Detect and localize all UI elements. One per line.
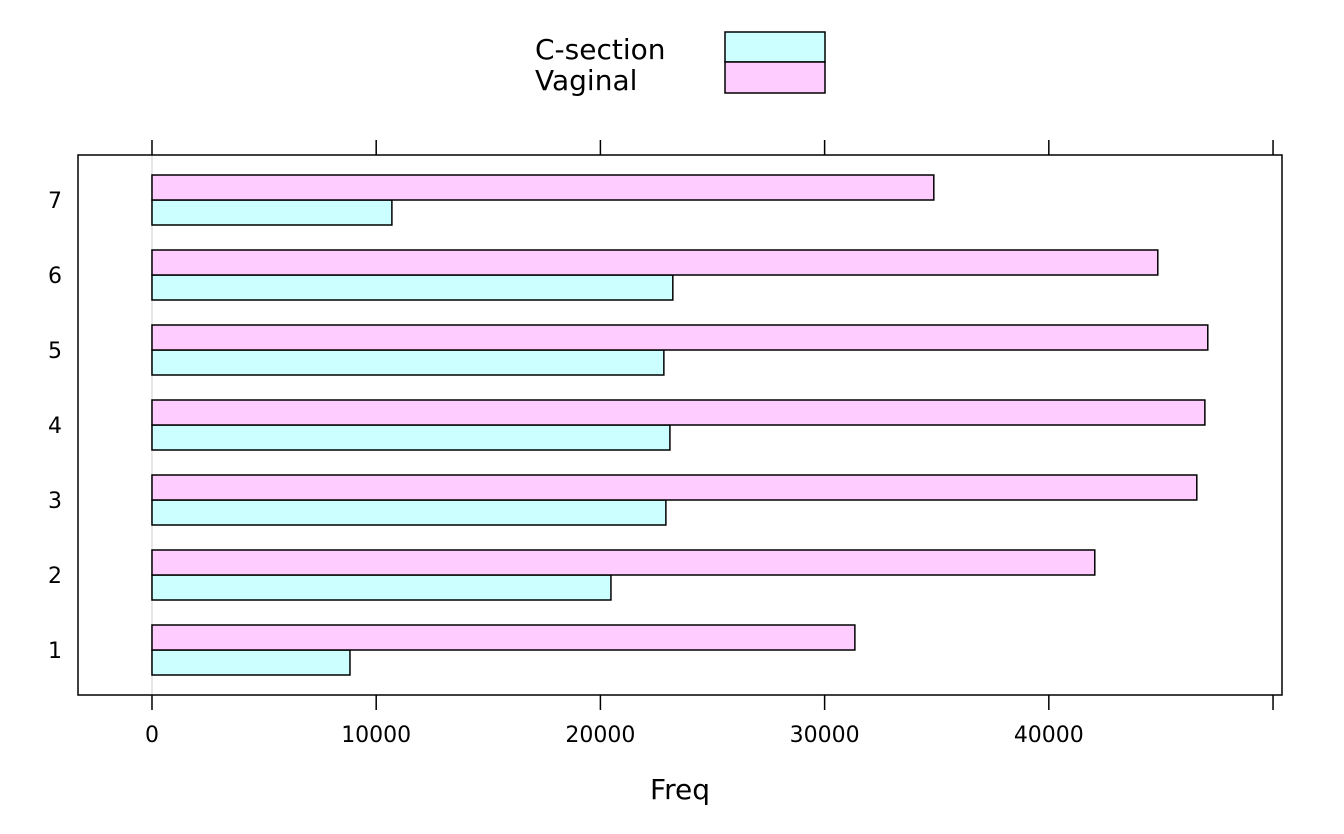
y-tick-label: 1 — [48, 639, 62, 664]
y-axis-labels: 1 2 3 4 5 6 7 — [48, 189, 62, 664]
y-tick-label: 6 — [48, 264, 62, 289]
x-tick-label: 10000 — [341, 723, 411, 748]
legend-label-c-section: C-section — [535, 33, 666, 66]
bar-vaginal-5 — [151, 324, 1209, 351]
bar-c-section-1 — [151, 649, 351, 676]
legend-swatch-vaginal — [724, 61, 826, 94]
legend-swatch-c-section — [724, 31, 826, 63]
bar-vaginal-3 — [151, 474, 1198, 501]
bar-vaginal-6 — [151, 249, 1159, 276]
y-tick-label: 7 — [48, 189, 62, 214]
bar-c-section-7 — [151, 199, 393, 226]
plot-panel — [77, 154, 1283, 696]
bar-c-section-5 — [151, 349, 665, 376]
axis-ticks: 0 10000 20000 30000 40000 — [145, 140, 1274, 748]
bars — [151, 174, 1209, 676]
x-tick-label: 0 — [145, 723, 159, 748]
legend-label-vaginal: Vaginal — [535, 64, 637, 97]
bar-vaginal-7 — [151, 174, 935, 201]
bar-c-section-4 — [151, 424, 671, 451]
bar-c-section-6 — [151, 274, 674, 301]
bar-vaginal-2 — [151, 549, 1096, 576]
x-tick-label: 30000 — [790, 723, 860, 748]
y-tick-label: 4 — [48, 414, 62, 439]
y-tick-label: 5 — [48, 339, 62, 364]
bar-c-section-2 — [151, 574, 612, 601]
bar-vaginal-4 — [151, 399, 1206, 426]
x-tick-label: 40000 — [1014, 723, 1084, 748]
bar-vaginal-1 — [151, 624, 856, 651]
bar-c-section-3 — [151, 499, 667, 526]
y-tick-label: 3 — [48, 489, 62, 514]
legend: C-section Vaginal — [535, 31, 826, 97]
y-tick-label: 2 — [48, 564, 62, 589]
x-tick-label: 20000 — [565, 723, 635, 748]
x-axis-title: Freq — [650, 773, 710, 806]
